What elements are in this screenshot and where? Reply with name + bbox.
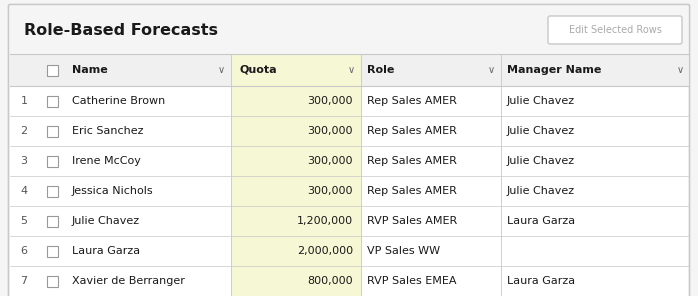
Text: 1: 1 <box>20 96 27 106</box>
Text: Name: Name <box>72 65 107 75</box>
Text: Quota: Quota <box>239 65 276 75</box>
Text: Rep Sales AMER: Rep Sales AMER <box>367 126 457 136</box>
Text: Rep Sales AMER: Rep Sales AMER <box>367 96 457 106</box>
Text: 800,000: 800,000 <box>307 276 353 286</box>
Text: Xavier de Berranger: Xavier de Berranger <box>72 276 185 286</box>
Bar <box>10 86 688 116</box>
Text: Rep Sales AMER: Rep Sales AMER <box>367 186 457 196</box>
Text: 2,000,000: 2,000,000 <box>297 246 353 256</box>
Text: Laura Garza: Laura Garza <box>72 246 140 256</box>
Text: Role-Based Forecasts: Role-Based Forecasts <box>24 23 218 38</box>
Text: Julie Chavez: Julie Chavez <box>72 216 140 226</box>
Text: VP Sales WW: VP Sales WW <box>367 246 440 256</box>
Text: Julie Chavez: Julie Chavez <box>507 186 575 196</box>
Bar <box>10 54 688 86</box>
Bar <box>10 176 688 206</box>
Bar <box>47 65 57 75</box>
Text: Jessica Nichols: Jessica Nichols <box>72 186 154 196</box>
Text: Julie Chavez: Julie Chavez <box>507 156 575 166</box>
Text: ∨: ∨ <box>487 65 495 75</box>
Text: 300,000: 300,000 <box>308 156 353 166</box>
Bar <box>231 236 361 266</box>
Bar <box>231 116 361 146</box>
Text: Julie Chavez: Julie Chavez <box>507 126 575 136</box>
Text: Rep Sales AMER: Rep Sales AMER <box>367 156 457 166</box>
Text: 1,200,000: 1,200,000 <box>297 216 353 226</box>
Text: Edit Selected Rows: Edit Selected Rows <box>569 25 662 35</box>
Text: Role: Role <box>367 65 394 75</box>
Bar <box>47 155 57 166</box>
Text: 300,000: 300,000 <box>308 186 353 196</box>
Text: Eric Sanchez: Eric Sanchez <box>72 126 144 136</box>
Text: Catherine Brown: Catherine Brown <box>72 96 165 106</box>
Bar <box>10 266 688 296</box>
Text: 300,000: 300,000 <box>308 126 353 136</box>
Bar <box>47 96 57 107</box>
Text: Manager Name: Manager Name <box>507 65 602 75</box>
Text: 2: 2 <box>20 126 27 136</box>
Bar <box>10 236 688 266</box>
Text: 6: 6 <box>20 246 27 256</box>
Text: RVP Sales AMER: RVP Sales AMER <box>367 216 457 226</box>
FancyBboxPatch shape <box>8 4 690 296</box>
Bar <box>47 276 57 287</box>
Bar <box>231 176 361 206</box>
Text: Laura Garza: Laura Garza <box>507 216 575 226</box>
Text: ∨: ∨ <box>348 65 355 75</box>
FancyBboxPatch shape <box>548 16 682 44</box>
Bar <box>231 206 361 236</box>
Text: 5: 5 <box>20 216 27 226</box>
Text: ∨: ∨ <box>676 65 683 75</box>
Bar <box>47 126 57 136</box>
Text: 4: 4 <box>20 186 27 196</box>
Text: RVP Sales EMEA: RVP Sales EMEA <box>367 276 456 286</box>
Bar <box>47 186 57 197</box>
Bar <box>10 6 688 54</box>
Text: 3: 3 <box>20 156 27 166</box>
Text: 7: 7 <box>20 276 27 286</box>
Bar <box>10 206 688 236</box>
Bar <box>231 86 361 116</box>
Bar <box>231 146 361 176</box>
Bar <box>10 146 688 176</box>
Text: Julie Chavez: Julie Chavez <box>507 96 575 106</box>
Bar <box>47 215 57 226</box>
Bar <box>231 54 361 86</box>
Bar <box>10 116 688 146</box>
Text: ∨: ∨ <box>218 65 225 75</box>
Text: Irene McCoy: Irene McCoy <box>72 156 141 166</box>
Bar <box>231 266 361 296</box>
Text: 300,000: 300,000 <box>308 96 353 106</box>
Bar <box>47 245 57 257</box>
Text: Laura Garza: Laura Garza <box>507 276 575 286</box>
